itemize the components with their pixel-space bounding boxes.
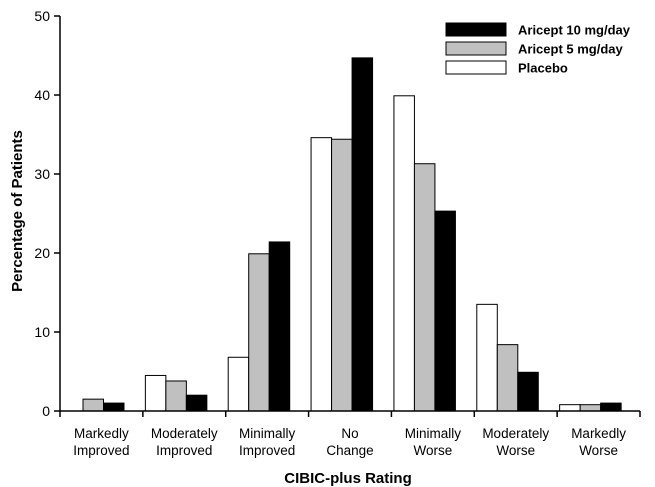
y-tick-label: 40 <box>34 87 50 103</box>
bar-aricept-10-mg-day-no-change <box>351 57 374 412</box>
x-category-label: Markedly Improved <box>73 426 129 458</box>
legend-label: Placebo <box>518 61 568 76</box>
legend-swatch <box>445 22 507 37</box>
bar-aricept-10-mg-day-moderately-worse <box>517 371 539 412</box>
bar-placebo-markedly-worse <box>559 404 581 412</box>
y-axis-label: Percentage of Patients <box>9 130 26 292</box>
y-tick-label: 10 <box>34 324 50 340</box>
bar-placebo-minimally-improved <box>227 356 250 412</box>
bar-aricept-5-mg-day-markedly-improved <box>82 398 104 412</box>
bar-placebo-moderately-worse <box>476 303 498 412</box>
bar-placebo-moderately-improved <box>144 374 167 412</box>
x-category-label: Moderately Worse <box>482 426 549 458</box>
bar-aricept-10-mg-day-markedly-worse <box>600 402 622 412</box>
x-category-label: Minimally Improved <box>239 426 296 458</box>
legend: Aricept 10 mg/day Aricept 5 mg/day Placebo <box>445 22 631 76</box>
y-tick-label: 20 <box>34 245 50 261</box>
bar-aricept-5-mg-day-no-change <box>331 138 353 412</box>
bar-aricept-10-mg-day-moderately-improved <box>185 394 208 412</box>
bar-aricept-10-mg-day-minimally-worse <box>434 210 456 412</box>
x-category-label: No Change <box>326 426 373 458</box>
bar-aricept-10-mg-day-minimally-improved <box>268 241 291 412</box>
legend-swatch <box>445 41 507 56</box>
bar-aricept-5-mg-day-minimally-worse <box>413 163 436 412</box>
bar-aricept-5-mg-day-minimally-improved <box>248 253 270 412</box>
bar-aricept-5-mg-day-moderately-improved <box>165 380 187 412</box>
y-tick-label: 0 <box>42 403 50 419</box>
bar-aricept-5-mg-day-moderately-worse <box>496 344 519 412</box>
bars-group <box>82 57 622 412</box>
legend-label: Aricept 5 mg/day <box>518 42 624 57</box>
bar-placebo-minimally-worse <box>393 95 415 412</box>
x-ticks-group: Markedly Improved Moderately Improved Minima… <box>59 411 641 458</box>
bar-aricept-5-mg-day-markedly-worse <box>579 404 602 412</box>
legend-swatch <box>445 60 507 75</box>
y-tick-label: 50 <box>34 8 50 24</box>
bar-placebo-no-change <box>310 137 333 412</box>
y-ticks-group: 0 10 20 30 40 50 <box>34 8 60 419</box>
y-tick-label: 30 <box>34 166 50 182</box>
x-axis-label: CIBIC-plus Rating <box>284 470 412 487</box>
x-category-label: Moderately Improved <box>151 426 218 458</box>
legend-label: Aricept 10 mg/day <box>518 23 631 38</box>
x-category-label: Markedly Worse <box>571 426 626 458</box>
axes-group <box>59 16 640 412</box>
x-category-label: Minimally Worse <box>405 426 462 458</box>
bar-aricept-10-mg-day-markedly-improved <box>103 402 125 412</box>
